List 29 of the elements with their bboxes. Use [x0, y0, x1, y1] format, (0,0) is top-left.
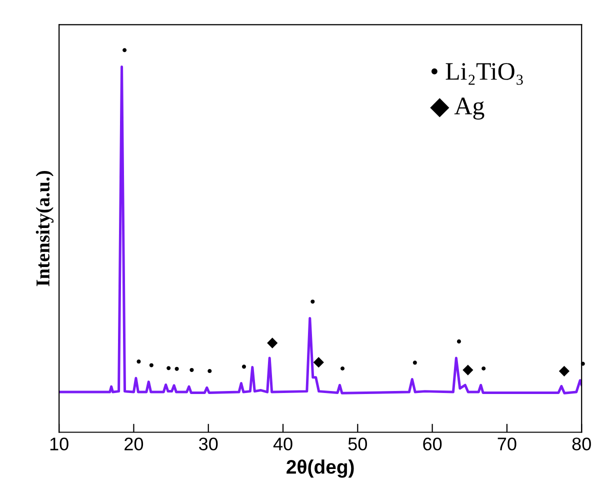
- x-tick-label: 70: [498, 438, 516, 450]
- annotation: •: [208, 369, 212, 374]
- annotation: • Li₂TiO₃: [431, 63, 523, 85]
- annotation: •: [482, 366, 486, 370]
- x-tick-label: 30: [199, 438, 218, 450]
- x-tick-label: 40: [273, 438, 292, 450]
- annotation: •: [456, 339, 461, 344]
- annotation: •: [122, 48, 127, 52]
- x-tick-label: 80: [572, 438, 591, 450]
- annotation: •: [310, 300, 315, 304]
- annotation: •: [136, 360, 141, 364]
- x-tick-label: 10: [50, 438, 68, 450]
- annotation: ◆: [462, 364, 474, 376]
- x-axis-title: 2θ(deg): [286, 460, 354, 478]
- annotation: ◆ Ag: [430, 98, 484, 120]
- annotation: ◆: [267, 338, 278, 348]
- annotation: ◆: [558, 366, 570, 376]
- annotation: •: [149, 363, 154, 368]
- annotation: •: [174, 366, 179, 371]
- annotation: •: [166, 366, 171, 370]
- annotation: •: [190, 368, 194, 372]
- annotation: •: [242, 364, 246, 369]
- x-tick-label: 50: [348, 438, 367, 450]
- annotation: •: [412, 360, 417, 365]
- y-axis-title: Intensity(a.u.): [36, 170, 54, 286]
- annotation: ◆: [313, 357, 324, 368]
- annotation: •: [340, 366, 345, 370]
- x-tick-label: 60: [423, 438, 442, 450]
- x-tick-label: 20: [124, 438, 144, 450]
